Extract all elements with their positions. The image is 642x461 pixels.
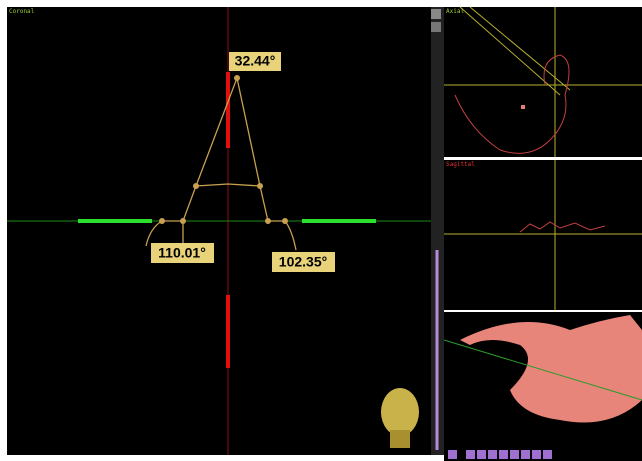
axial-viewport[interactable] (444, 7, 642, 157)
coronal-viewport[interactable] (7, 7, 431, 455)
head-orientation-icon[interactable] (381, 388, 419, 448)
sagittal-guides (444, 160, 642, 310)
menu-button[interactable] (431, 22, 441, 32)
viewport-label: Sagittal (446, 161, 475, 168)
angle-box (229, 52, 281, 71)
construction-points (159, 75, 288, 224)
angle-box (272, 252, 335, 272)
viewport-label: Axial (446, 8, 464, 15)
sagittal-viewport[interactable] (444, 160, 642, 310)
marker (521, 105, 525, 109)
toolbar[interactable] (448, 450, 552, 459)
3d-model (460, 315, 642, 423)
axial-guides (444, 6, 642, 157)
angle-label: 110.01° (158, 245, 206, 261)
close-button[interactable] (431, 9, 441, 19)
tooth-profile (519, 221, 606, 233)
3d-axis (443, 339, 642, 401)
side-bar (431, 7, 444, 455)
angle-box (151, 243, 214, 263)
dental-arch (454, 54, 570, 154)
angle-label: 102.35° (279, 254, 327, 270)
angle-label: 32.44° (235, 53, 276, 69)
viewport-label: Coronal (9, 8, 35, 15)
